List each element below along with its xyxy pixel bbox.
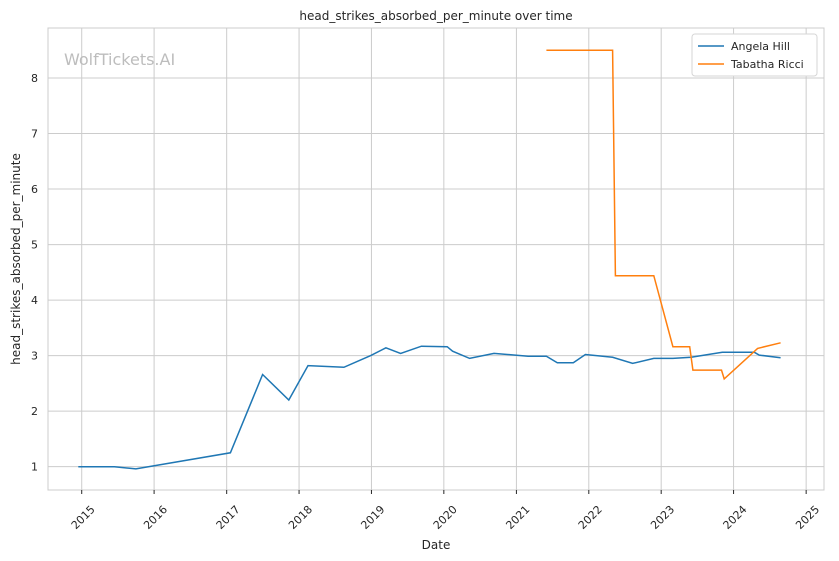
x-tick-label: 2021 [503, 503, 532, 532]
plot-area-frame [47, 27, 825, 491]
x-axis-label: Date [422, 538, 451, 552]
x-tick-label: 2022 [576, 503, 605, 532]
y-tick-label: 1 [31, 461, 38, 474]
y-tick-label: 3 [31, 350, 38, 363]
series-line-angela-hill [78, 345, 781, 470]
x-tick-label: 2019 [358, 503, 387, 532]
x-tick-label: 2020 [431, 503, 460, 532]
x-tick-label: 2016 [141, 503, 170, 532]
y-tick-label: 2 [31, 405, 38, 418]
y-tick-label: 6 [31, 183, 38, 196]
watermark: WolfTickets.AI [64, 50, 175, 69]
series-line-tabatha-ricci [546, 49, 781, 381]
y-tick-label: 8 [31, 72, 38, 85]
x-tick-label: 2015 [69, 503, 98, 532]
y-tick-label: 5 [31, 239, 38, 252]
legend: Angela Hill Tabatha Ricci [691, 33, 818, 77]
y-tick-label: 7 [31, 128, 38, 141]
chart-title: head_strikes_absorbed_per_minute over ti… [299, 9, 572, 23]
x-tick-label: 2017 [214, 503, 243, 532]
x-tick-label: 2018 [286, 503, 315, 532]
y-axis-label: head_strikes_absorbed_per_minute [9, 153, 23, 365]
x-tick-label: 2023 [648, 503, 677, 532]
x-tick-label: 2024 [721, 503, 750, 532]
x-tick-label: 2025 [793, 503, 822, 532]
legend-label: Tabatha Ricci [730, 58, 804, 71]
legend-label: Angela Hill [731, 40, 790, 53]
y-tick-label: 4 [31, 294, 38, 307]
